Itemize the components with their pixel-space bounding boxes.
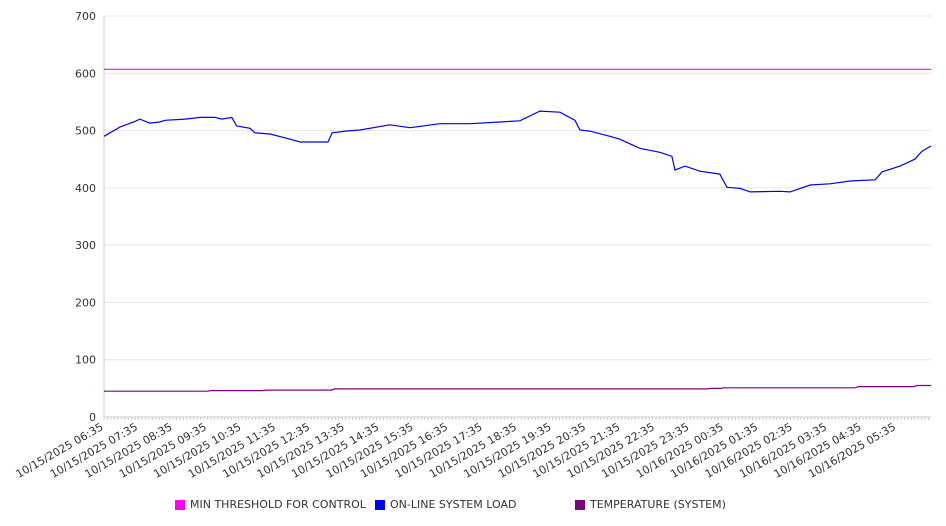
legend-item-temperature[interactable]: TEMPERATURE (SYSTEM) (575, 498, 726, 511)
y-tick-label: 500 (75, 125, 96, 138)
legend-swatch (575, 499, 585, 510)
y-tick-label: 300 (75, 239, 96, 252)
y-tick-label: 0 (89, 411, 96, 424)
legend-swatch (175, 499, 185, 510)
y-tick-label: 200 (75, 296, 96, 309)
y-tick-label: 100 (75, 354, 96, 367)
legend-label: MIN THRESHOLD FOR CONTROL (190, 498, 366, 511)
legend-item-load[interactable]: ON-LINE SYSTEM LOAD (375, 498, 516, 511)
legend-item-threshold[interactable]: MIN THRESHOLD FOR CONTROL (175, 498, 366, 511)
legend-label: ON-LINE SYSTEM LOAD (390, 498, 517, 511)
y-tick-label: 400 (75, 182, 96, 195)
series-line-1 (103, 110, 932, 193)
legend-swatch (375, 499, 385, 510)
y-tick-label: 600 (75, 67, 96, 80)
y-tick-label: 700 (75, 10, 96, 23)
series-line-2 (104, 384, 931, 392)
legend-label: TEMPERATURE (SYSTEM) (590, 498, 726, 511)
